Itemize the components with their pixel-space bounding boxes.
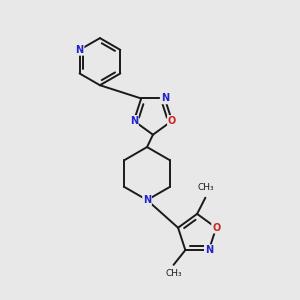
Text: CH₃: CH₃ xyxy=(197,183,214,192)
Text: N: N xyxy=(143,195,151,205)
Text: N: N xyxy=(76,45,84,55)
Text: O: O xyxy=(212,223,220,233)
Text: N: N xyxy=(205,245,213,255)
Text: O: O xyxy=(168,116,176,126)
Text: N: N xyxy=(130,116,138,126)
Text: CH₃: CH₃ xyxy=(165,269,182,278)
Text: N: N xyxy=(161,94,169,103)
